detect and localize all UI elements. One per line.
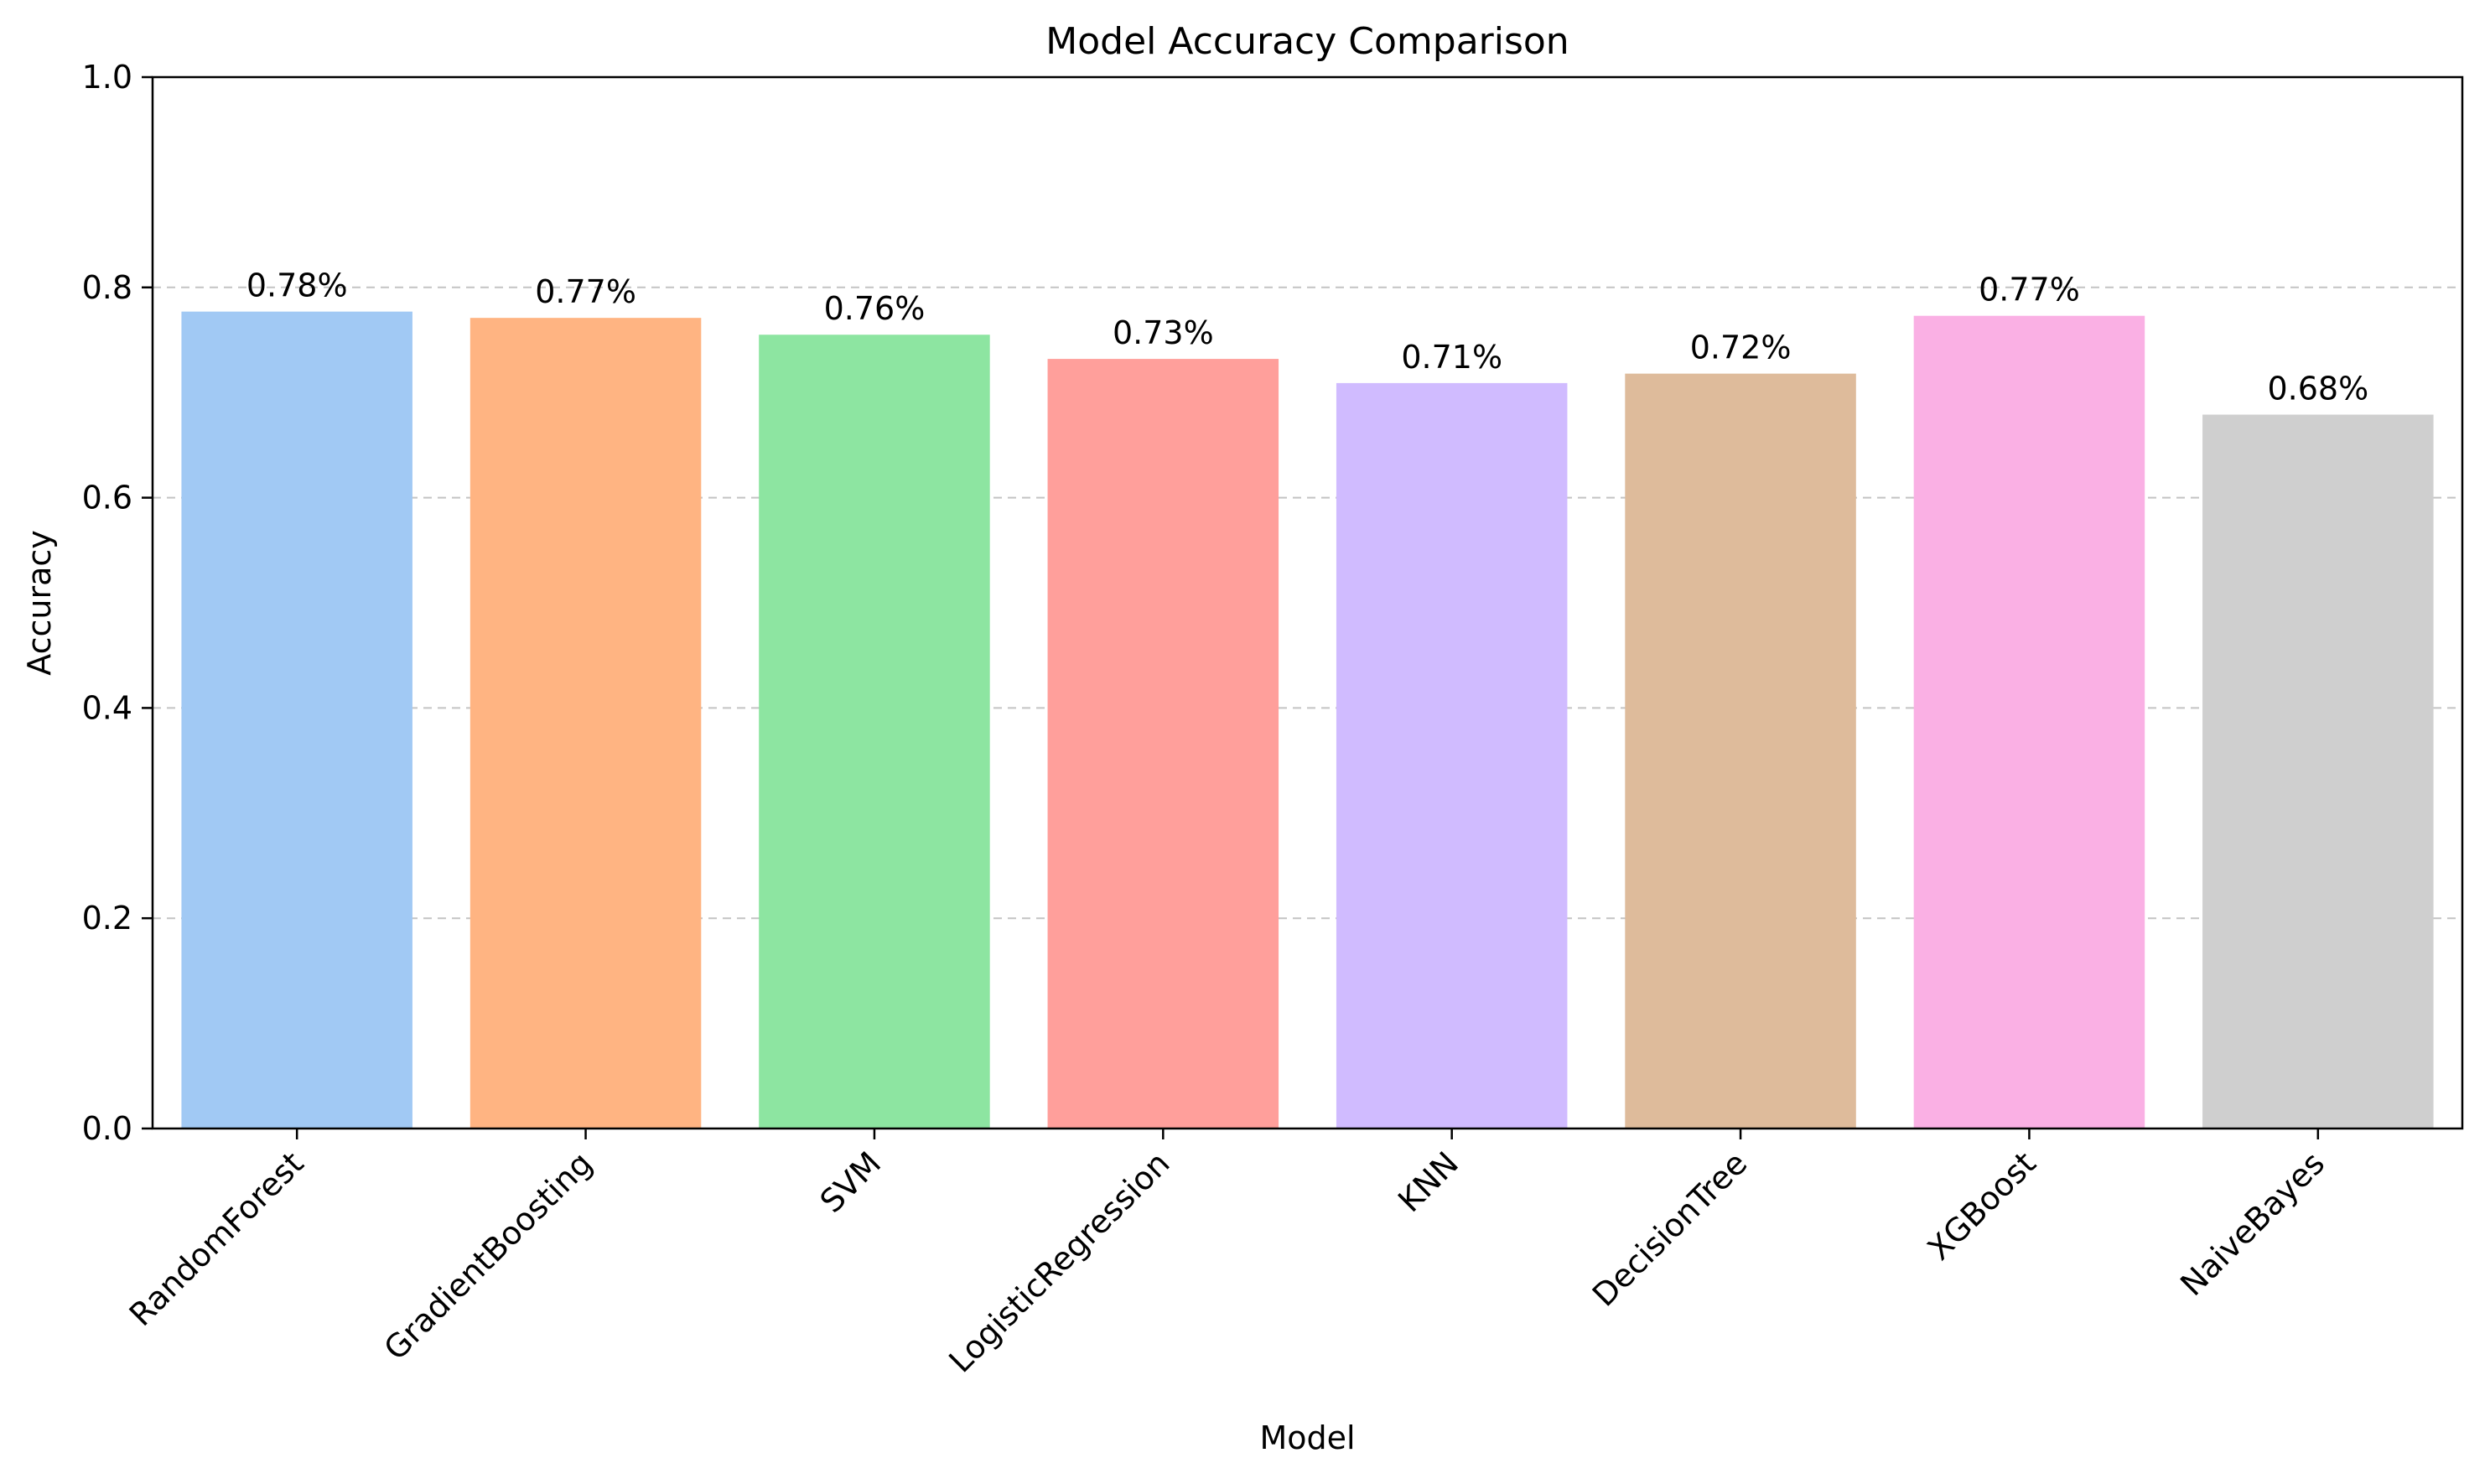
bar-value-labels: 0.78% 0.77% 0.76% 0.73% 0.71% 0.72% 0.77% 0.68% [246, 267, 2368, 407]
x-axis-ticks: RandomForest GradientBoosting SVM LogisticR… [122, 1129, 2332, 1380]
bar-svm [759, 335, 990, 1129]
y-axis-title: Accuracy [21, 530, 58, 676]
bar-naivebayes [2202, 414, 2434, 1129]
bar-value-label: 0.72% [1690, 329, 1792, 366]
x-tick-label: GradientBoosting [376, 1144, 599, 1367]
x-tick-label: KNN [1391, 1144, 1465, 1219]
x-tick-label: DecisionTree [1585, 1144, 1754, 1313]
bar-value-label: 0.78% [246, 267, 348, 304]
x-tick-label: SVM [813, 1144, 889, 1220]
x-tick-label: NaiveBayes [2173, 1144, 2332, 1303]
bar-gradientboosting [469, 318, 702, 1129]
y-tick-label: 0.2 [82, 900, 132, 937]
x-tick-label: LogisticRegression [942, 1144, 1176, 1379]
bars [181, 311, 2434, 1129]
bar-value-label: 0.71% [1401, 339, 1502, 376]
y-tick-label: 0.6 [82, 480, 132, 516]
bar-xgboost [1913, 315, 2145, 1129]
axes [151, 75, 2464, 1130]
y-tick-label: 0.8 [82, 269, 132, 306]
plot-frame [151, 75, 2464, 1130]
y-tick-label: 0.4 [82, 689, 132, 726]
bar-value-label: 0.77% [1979, 272, 2080, 309]
bar-value-label: 0.68% [2267, 371, 2368, 407]
bar-value-label: 0.73% [1113, 314, 1214, 351]
chart-title: Model Accuracy Comparison [1045, 20, 1569, 63]
y-tick-label: 1.0 [82, 59, 132, 96]
bar-value-label: 0.77% [535, 273, 636, 310]
bar-decisiontree [1625, 373, 1856, 1129]
y-axis-ticks: 0.0 0.2 0.4 0.6 0.8 1.0 [82, 59, 153, 1147]
x-tick-label: RandomForest [122, 1144, 311, 1333]
bar-knn [1336, 382, 1568, 1129]
y-tick-label: 0.0 [82, 1110, 132, 1147]
x-axis-title: Model [1259, 1419, 1355, 1456]
bar-logisticregression [1047, 359, 1279, 1129]
bar-randomforest [181, 311, 412, 1129]
bar-value-label: 0.76% [824, 290, 926, 327]
x-tick-label: XGBoost [1921, 1144, 2043, 1267]
